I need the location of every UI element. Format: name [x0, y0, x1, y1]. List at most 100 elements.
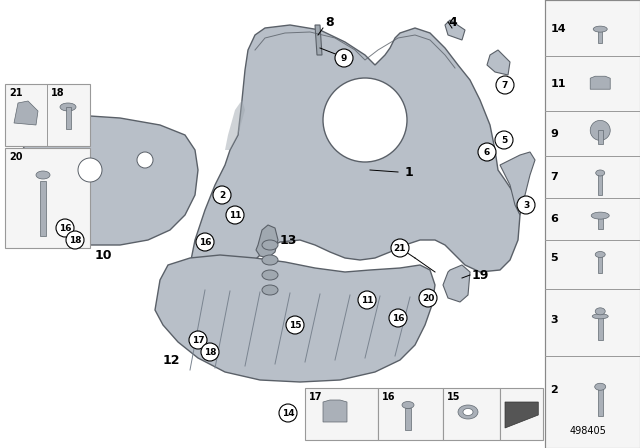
- Text: 11: 11: [228, 211, 241, 220]
- Polygon shape: [590, 76, 610, 89]
- Text: 5: 5: [550, 254, 558, 263]
- Circle shape: [286, 316, 304, 334]
- Polygon shape: [315, 25, 322, 55]
- Circle shape: [335, 49, 353, 67]
- Text: 6: 6: [550, 214, 558, 224]
- Bar: [598, 130, 603, 144]
- Text: 7: 7: [502, 81, 508, 90]
- Bar: [500, 388, 543, 440]
- Ellipse shape: [595, 251, 605, 258]
- Text: 15: 15: [289, 320, 301, 329]
- Text: 18: 18: [51, 88, 65, 98]
- Polygon shape: [190, 25, 520, 272]
- Bar: [598, 255, 602, 273]
- Polygon shape: [443, 265, 470, 302]
- Circle shape: [66, 231, 84, 249]
- Bar: [545, 0, 640, 448]
- Text: 18: 18: [204, 348, 216, 357]
- Ellipse shape: [262, 255, 278, 265]
- Bar: [5, 84, 90, 146]
- Text: 3: 3: [550, 315, 558, 325]
- Text: 14: 14: [550, 24, 566, 34]
- Polygon shape: [500, 152, 535, 215]
- Bar: [443, 388, 500, 440]
- Text: 498405: 498405: [570, 426, 607, 436]
- Bar: [598, 217, 603, 228]
- Circle shape: [226, 206, 244, 224]
- Text: 18: 18: [68, 236, 81, 245]
- Text: 1: 1: [405, 165, 413, 178]
- Text: 12: 12: [163, 353, 180, 366]
- Circle shape: [196, 233, 214, 251]
- Text: 17: 17: [309, 392, 323, 402]
- Text: 16: 16: [59, 224, 71, 233]
- Text: 11: 11: [361, 296, 373, 305]
- Circle shape: [590, 121, 610, 140]
- Bar: [405, 408, 411, 430]
- Ellipse shape: [262, 285, 278, 295]
- Ellipse shape: [262, 270, 278, 280]
- Circle shape: [517, 196, 535, 214]
- Circle shape: [78, 158, 102, 182]
- Text: 19: 19: [472, 268, 490, 281]
- Polygon shape: [256, 225, 278, 258]
- Text: 5: 5: [501, 135, 507, 145]
- Ellipse shape: [36, 171, 50, 179]
- Text: 3: 3: [523, 201, 529, 210]
- Text: 17: 17: [192, 336, 204, 345]
- Bar: [305, 388, 378, 440]
- Text: 16: 16: [382, 392, 396, 402]
- Text: 15: 15: [447, 392, 461, 402]
- Text: 2: 2: [219, 190, 225, 199]
- Text: 9: 9: [341, 53, 347, 63]
- Circle shape: [496, 76, 514, 94]
- Polygon shape: [505, 402, 538, 428]
- Circle shape: [213, 186, 231, 204]
- Text: 4: 4: [448, 16, 457, 29]
- Polygon shape: [323, 400, 347, 422]
- Bar: [598, 388, 603, 416]
- Text: 7: 7: [550, 172, 558, 182]
- Circle shape: [419, 289, 437, 307]
- Polygon shape: [14, 101, 38, 125]
- Text: 14: 14: [282, 409, 294, 418]
- Bar: [598, 316, 603, 340]
- Circle shape: [358, 291, 376, 309]
- Bar: [378, 388, 443, 440]
- Text: 8: 8: [325, 16, 333, 29]
- Text: 20: 20: [422, 293, 434, 302]
- Ellipse shape: [595, 308, 605, 315]
- Bar: [65, 107, 70, 129]
- Text: 20: 20: [9, 152, 22, 162]
- Bar: [598, 173, 602, 195]
- Text: 13: 13: [280, 233, 298, 246]
- Ellipse shape: [458, 405, 478, 419]
- Bar: [598, 29, 602, 43]
- Polygon shape: [445, 20, 465, 40]
- Polygon shape: [155, 255, 435, 382]
- Ellipse shape: [262, 240, 278, 250]
- Text: 16: 16: [392, 314, 404, 323]
- Circle shape: [478, 143, 496, 161]
- Text: 2: 2: [550, 385, 558, 395]
- Ellipse shape: [60, 103, 76, 111]
- Ellipse shape: [591, 212, 609, 219]
- Bar: [5, 148, 90, 248]
- Text: 6: 6: [484, 147, 490, 156]
- Bar: [40, 181, 46, 236]
- Text: 11: 11: [550, 79, 566, 89]
- Ellipse shape: [402, 401, 414, 409]
- Circle shape: [389, 309, 407, 327]
- Ellipse shape: [593, 26, 607, 32]
- Circle shape: [56, 219, 74, 237]
- Ellipse shape: [463, 409, 473, 415]
- Ellipse shape: [596, 170, 605, 176]
- Polygon shape: [487, 50, 510, 75]
- Text: 21: 21: [394, 244, 406, 253]
- Polygon shape: [13, 115, 198, 245]
- Text: 21: 21: [9, 88, 22, 98]
- Circle shape: [279, 404, 297, 422]
- Circle shape: [137, 152, 153, 168]
- Text: 16: 16: [199, 237, 211, 246]
- Text: 9: 9: [550, 129, 558, 139]
